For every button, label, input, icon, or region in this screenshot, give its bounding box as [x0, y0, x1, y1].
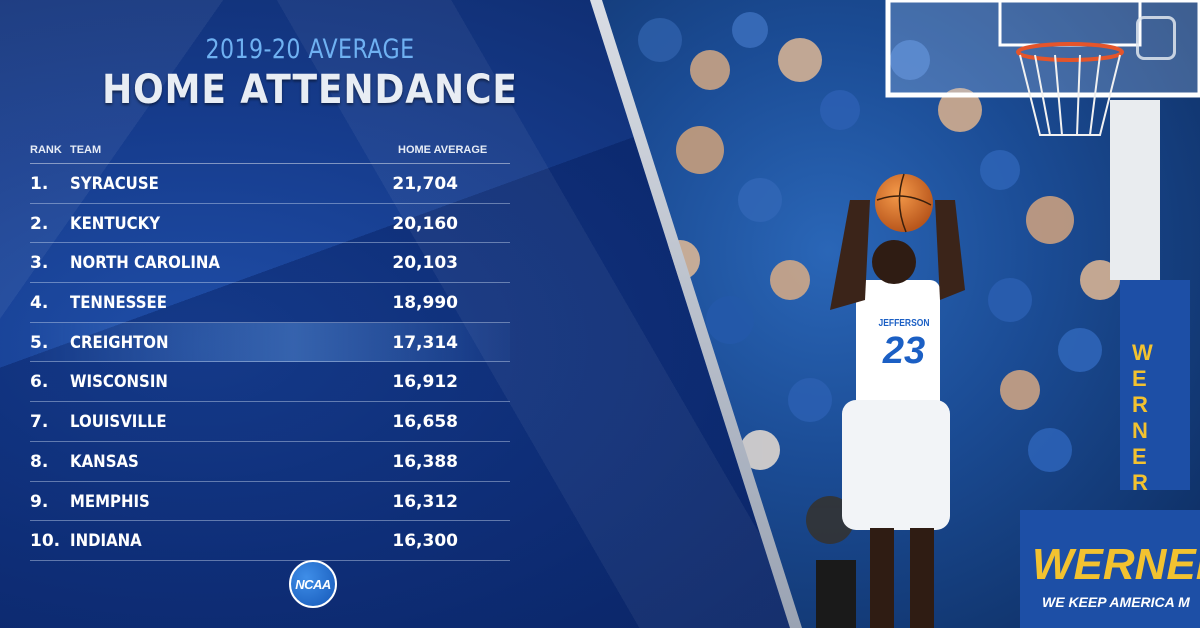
table-row: 2. KENTUCKY 20,160 [30, 204, 510, 244]
team-cell: CREIGHTON [70, 332, 169, 353]
column-header-rank: RANK [30, 144, 62, 156]
team-cell: MEMPHIS [70, 491, 150, 512]
team-cell: KANSAS [70, 451, 139, 472]
rim [1016, 42, 1124, 62]
jersey-name: JEFFERSON [878, 318, 930, 329]
team-cell: INDIANA [70, 531, 142, 552]
rank-cell: 8. [30, 451, 49, 472]
sign-tagline: WE KEEP AMERICA M [1042, 594, 1190, 610]
average-cell: 17,314 [392, 332, 458, 353]
team-cell: LOUISVILLE [70, 412, 167, 433]
table-row: 8. KANSAS 16,388 [30, 442, 510, 482]
average-cell: 20,160 [392, 213, 458, 234]
team-cell: NORTH CAROLINA [70, 253, 221, 274]
page-title: HOME ATTENDANCE [102, 67, 518, 113]
rank-cell: 4. [30, 293, 49, 314]
team-cell: TENNESSEE [70, 293, 168, 314]
backboard [885, 0, 1200, 98]
column-header-average: HOME AVERAGE [398, 144, 488, 156]
table-header: RANK TEAM HOME AVERAGE [30, 140, 510, 164]
team-cell: SYRACUSE [70, 174, 159, 194]
table-row: 6. WISCONSIN 16,912 [30, 362, 510, 403]
table-row: 3. NORTH CAROLINA 20,103 [30, 243, 510, 284]
crowd-fans [638, 12, 1120, 544]
average-cell: 18,990 [392, 293, 458, 314]
average-cell: 16,388 [392, 451, 458, 472]
average-cell: 16,312 [392, 491, 458, 512]
table-row: 10. INDIANA 16,300 [30, 521, 510, 561]
crowd-scene [638, 0, 1200, 628]
average-cell: 16,300 [392, 531, 458, 552]
rank-cell: 6. [30, 372, 49, 393]
rank-cell: 7. [30, 412, 49, 433]
net [1019, 54, 1121, 136]
stanchion-pad [1120, 280, 1190, 490]
table-row: 4. TENNESSEE 18,990 [30, 283, 510, 323]
heading: 2019-20 AVERAGE HOME ATTENDANCE [0, 34, 620, 113]
average-cell: 16,912 [392, 372, 458, 393]
table-body: 1. SYRACUSE 21,704 2. KENTUCKY 20,160 3. NORTH … [30, 164, 510, 561]
attendance-table: RANK TEAM HOME AVERAGE 1. SYRACUSE 21,704 2… [30, 140, 510, 561]
column-header-team: TEAM [70, 144, 102, 156]
table-row: 5. CREIGHTON 17,314 [30, 322, 510, 363]
rank-cell: 3. [30, 253, 49, 274]
ncaa-logo-text: NCAA [295, 577, 331, 592]
player [816, 200, 965, 628]
ncaa-logo-icon: NCAA [289, 560, 337, 608]
sign-vertical: WERNER [1132, 340, 1153, 495]
sign-banner: WERNER [1032, 540, 1200, 589]
team-cell: KENTUCKY [70, 213, 161, 234]
table-row: 7. LOUISVILLE 16,658 [30, 402, 510, 442]
basketball [875, 174, 933, 232]
rank-cell: 1. [30, 174, 49, 194]
rank-cell: 10. [30, 531, 61, 552]
page-subtitle: 2019-20 AVERAGE [205, 34, 415, 65]
stats-panel: 2019-20 AVERAGE HOME ATTENDANCE RANK TEA… [0, 0, 790, 628]
average-cell: 20,103 [392, 253, 458, 274]
stanchion [1110, 100, 1160, 280]
team-logo-icon [1136, 16, 1176, 60]
average-cell: 16,658 [392, 412, 458, 433]
jersey-number: 23 [882, 330, 926, 372]
average-cell: 21,704 [392, 174, 458, 194]
rank-cell: 5. [30, 332, 49, 353]
table-row: 1. SYRACUSE 21,704 [30, 164, 510, 204]
rank-cell: 2. [30, 213, 49, 234]
rank-cell: 9. [30, 491, 49, 512]
table-row: 9. MEMPHIS 16,312 [30, 482, 510, 522]
team-cell: WISCONSIN [70, 372, 168, 393]
